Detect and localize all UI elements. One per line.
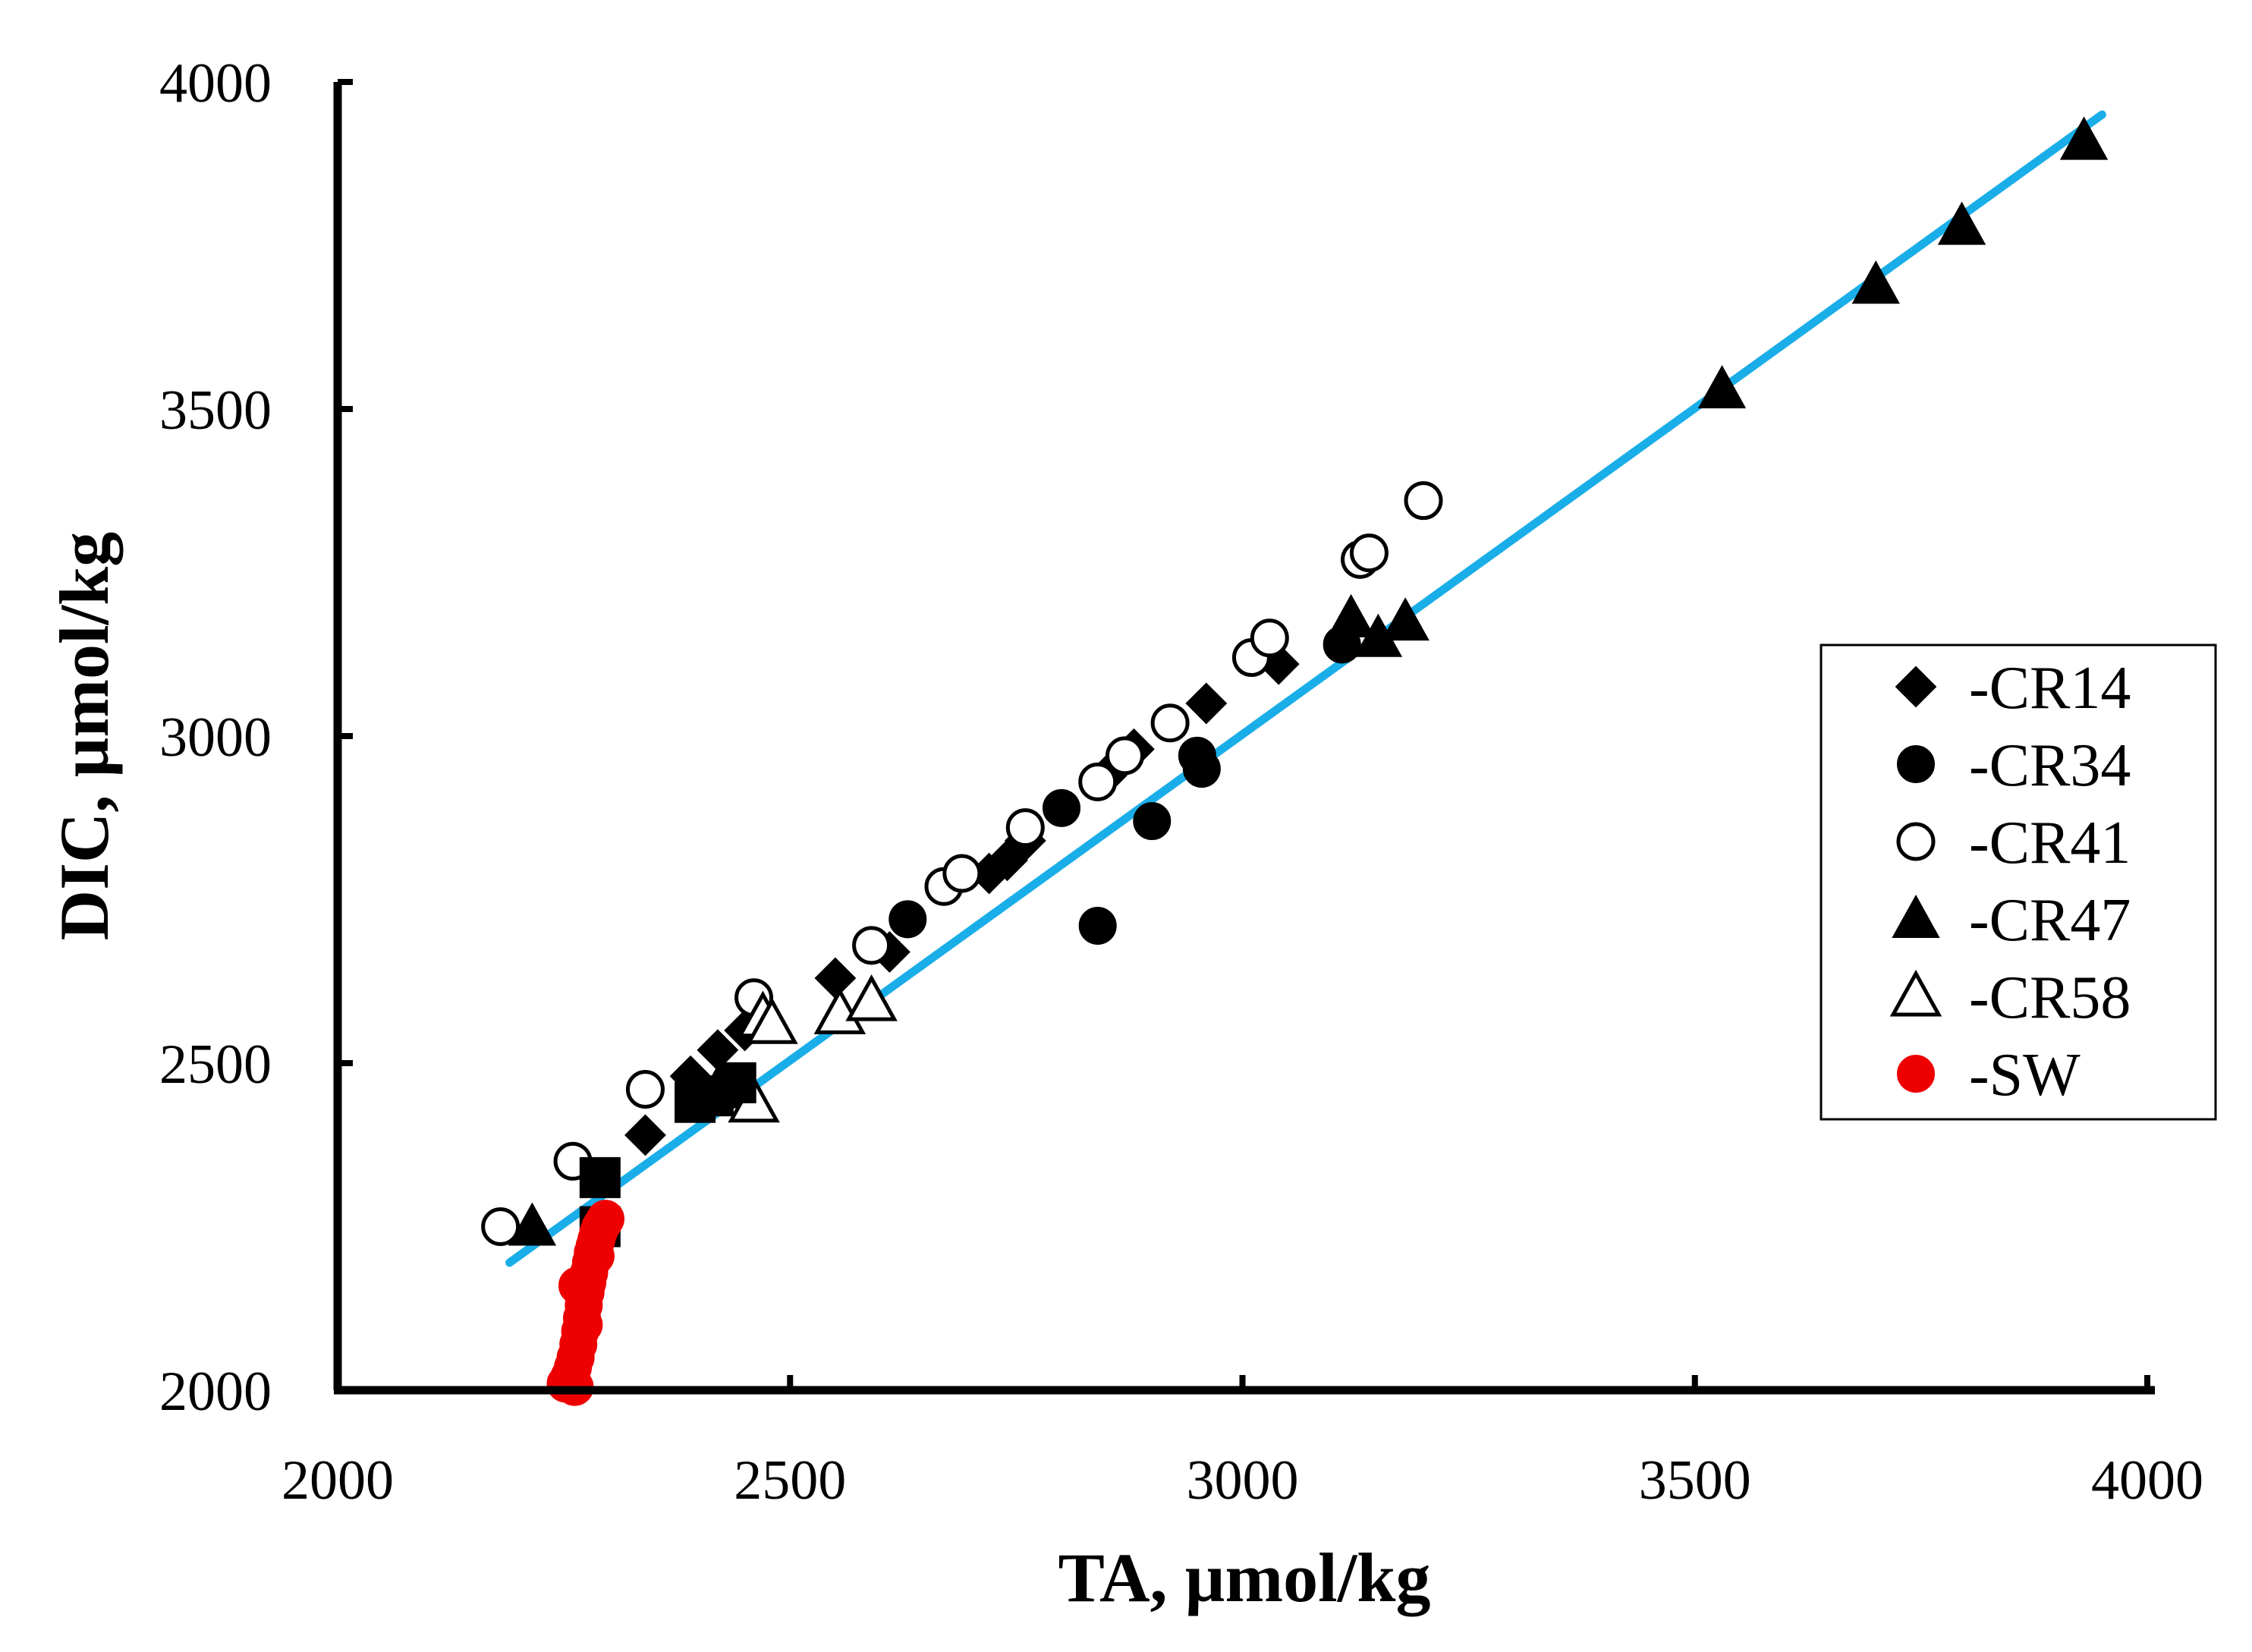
data-point bbox=[481, 1207, 521, 1246]
data-point bbox=[1150, 703, 1190, 743]
legend-label: -CR47 bbox=[1969, 887, 2131, 954]
legend-label: -CR14 bbox=[1969, 655, 2131, 722]
data-point bbox=[1937, 201, 1986, 245]
legend: -CR14 -CR34 -CR41 -CR47 -CR58 -SW bbox=[1820, 643, 2217, 1121]
data-point bbox=[2059, 116, 2109, 160]
data-point bbox=[1326, 593, 1376, 637]
data-point bbox=[565, 1305, 603, 1344]
series-cr58 bbox=[728, 974, 898, 1123]
y-tick-label: 3500 bbox=[159, 379, 272, 442]
data-point bbox=[1133, 802, 1172, 841]
data-point bbox=[624, 1114, 666, 1156]
data-point bbox=[1697, 365, 1747, 409]
data-point bbox=[579, 1156, 621, 1198]
data-point bbox=[814, 957, 857, 999]
legend-label: -SW bbox=[1969, 1042, 2081, 1109]
x-tick-label: 3500 bbox=[1639, 1449, 1751, 1512]
data-point bbox=[508, 1202, 557, 1246]
legend-marker bbox=[1892, 894, 1940, 938]
x-tick-label: 3000 bbox=[1187, 1449, 1299, 1512]
data-point bbox=[1043, 788, 1080, 827]
legend-marker bbox=[1895, 666, 1937, 708]
data-point bbox=[1182, 750, 1221, 788]
fit-line-layer bbox=[505, 110, 2106, 1267]
data-point bbox=[576, 1237, 615, 1276]
legend-label: -CR34 bbox=[1969, 732, 2131, 799]
x-tick-label: 2000 bbox=[282, 1449, 394, 1512]
legend-label: -CR41 bbox=[1969, 810, 2131, 876]
y-axis-title: DIC, µmol/kg bbox=[46, 532, 123, 941]
legend-marker bbox=[1897, 745, 1935, 783]
series-cr34 bbox=[889, 625, 1361, 945]
series-cr41 bbox=[481, 481, 1443, 1246]
y-tick-label: 2000 bbox=[159, 1361, 272, 1423]
data-point bbox=[746, 997, 798, 1044]
data-point bbox=[1005, 808, 1045, 848]
data-point bbox=[1250, 618, 1289, 658]
y-tick-label: 3000 bbox=[159, 706, 272, 769]
data-point bbox=[586, 1200, 624, 1238]
x-axis-title: TA, µmol/kg bbox=[1058, 1539, 1431, 1616]
data-point bbox=[845, 974, 898, 1021]
x-tick-label: 4000 bbox=[2091, 1449, 2203, 1512]
y-tick-label: 4000 bbox=[159, 52, 272, 115]
legend-marker bbox=[1897, 1055, 1935, 1093]
data-point bbox=[1078, 906, 1117, 945]
data-point bbox=[942, 854, 982, 893]
data-point bbox=[1349, 533, 1389, 573]
data-point bbox=[1404, 481, 1443, 521]
data-point bbox=[625, 1069, 665, 1109]
data-point bbox=[715, 1062, 756, 1103]
data-point bbox=[558, 1267, 597, 1305]
data-point bbox=[889, 900, 927, 939]
series-cr47 bbox=[508, 116, 2109, 1246]
data-point bbox=[1105, 736, 1144, 776]
data-point bbox=[1381, 597, 1430, 641]
y-tick-label: 2500 bbox=[159, 1034, 272, 1096]
data-point bbox=[1851, 260, 1900, 304]
data-point bbox=[852, 926, 892, 965]
ticks: 2000 2500 3000 3500 4000 2000 2500 3000 3500 4000 bbox=[159, 52, 2203, 1512]
regression-line bbox=[505, 110, 2106, 1267]
data-points-layer bbox=[481, 116, 2109, 1406]
data-point bbox=[1185, 682, 1228, 725]
legend-box bbox=[1820, 643, 2217, 1121]
legend-marker bbox=[1889, 969, 1942, 1017]
legend-marker bbox=[1896, 822, 1936, 861]
x-tick-label: 2500 bbox=[734, 1449, 846, 1512]
data-point bbox=[1078, 762, 1118, 801]
legend-label: -CR58 bbox=[1969, 964, 2131, 1031]
series-sw bbox=[546, 1200, 624, 1406]
